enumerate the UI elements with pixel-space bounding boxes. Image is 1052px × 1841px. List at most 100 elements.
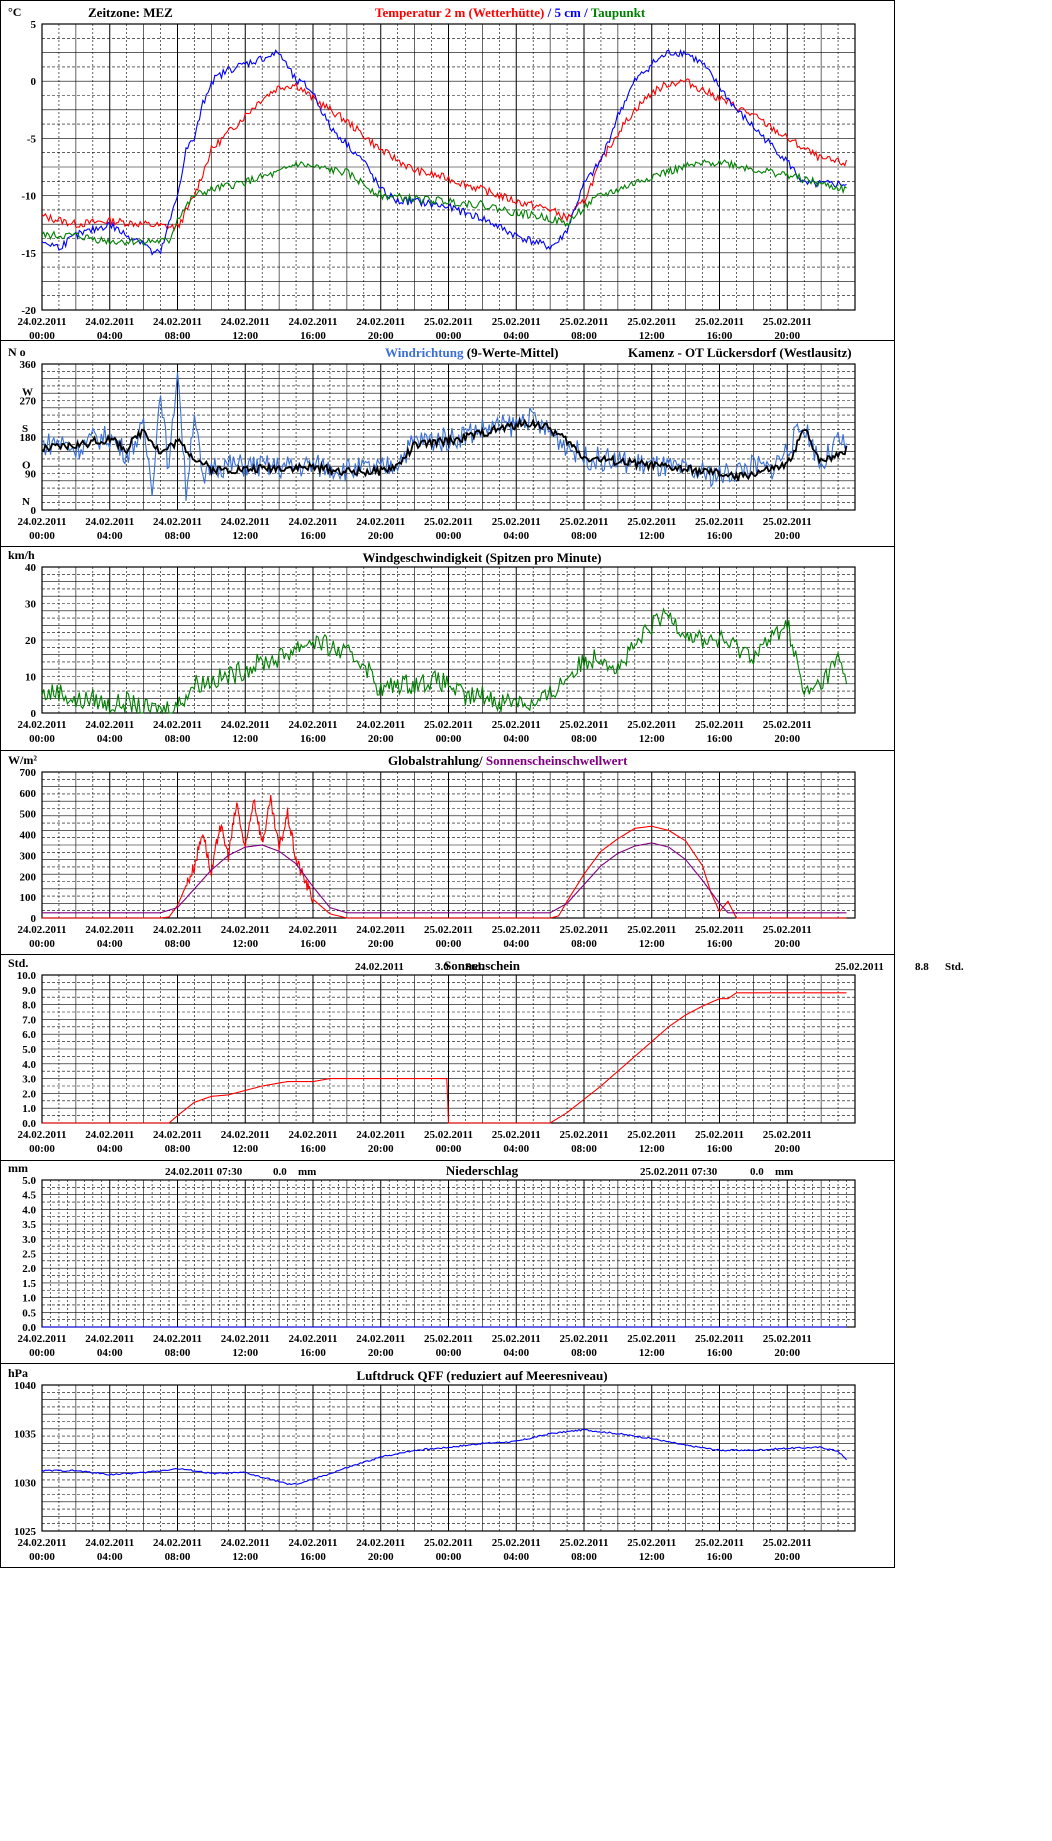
x-tick-date: 24.02.2011 xyxy=(153,1129,202,1141)
x-tick-time: 00:00 xyxy=(436,1143,462,1155)
chart-wind_speed: 40 30 20 10 0 km/h 24.02.2011 00:00 24.02.2011 04… xyxy=(0,546,895,745)
x-tick-date: 24.02.2011 xyxy=(85,1537,134,1549)
x-tick-time: 12:00 xyxy=(639,938,665,950)
x-tick-time: 00:00 xyxy=(436,530,462,542)
x-tick-date: 25.02.2011 xyxy=(763,316,812,328)
x-tick-date: 25.02.2011 xyxy=(424,516,473,528)
x-tick-time: 00:00 xyxy=(436,1347,462,1359)
x-tick-date: 25.02.2011 xyxy=(492,719,541,731)
x-tick-time: 20:00 xyxy=(368,733,394,745)
chart-title-part: Temperatur 2 m (Wetterhütte) xyxy=(375,5,544,20)
x-tick-date: 25.02.2011 xyxy=(424,1129,473,1141)
x-tick-date: 25.02.2011 xyxy=(695,719,744,731)
x-tick-time: 20:00 xyxy=(774,1143,800,1155)
x-tick-time: 16:00 xyxy=(300,1551,326,1563)
x-tick-date: 25.02.2011 xyxy=(695,516,744,528)
x-tick-time: 00:00 xyxy=(436,1551,462,1563)
y-tick-label: 2.0 xyxy=(22,1263,36,1275)
x-tick-time: 16:00 xyxy=(300,530,326,542)
x-tick-date: 24.02.2011 xyxy=(356,1129,405,1141)
summary-unit: Std. xyxy=(945,961,964,973)
x-tick-date: 25.02.2011 xyxy=(627,1129,676,1141)
x-tick-date: 25.02.2011 xyxy=(695,924,744,936)
x-tick-date: 25.02.2011 xyxy=(424,719,473,731)
x-tick-date: 25.02.2011 xyxy=(424,316,473,328)
station-label: Kamenz - OT Lückersdorf (Westlausitz) xyxy=(628,345,852,360)
x-tick-time: 00:00 xyxy=(436,733,462,745)
x-tick-date: 25.02.2011 xyxy=(424,924,473,936)
x-tick-date: 24.02.2011 xyxy=(289,1537,338,1549)
y-tick-label: 400 xyxy=(20,830,37,842)
x-tick-date: 25.02.2011 xyxy=(763,1333,812,1345)
y-tick-label: 1025 xyxy=(14,1526,37,1538)
chart-title: Temperatur 2 m (Wetterhütte) / 5 cm / Ta… xyxy=(375,5,646,20)
y-tick-label: 2.5 xyxy=(22,1249,36,1261)
x-tick-time: 16:00 xyxy=(707,733,733,745)
y-tick-label: 7.0 xyxy=(22,1014,36,1026)
chart-title-part: Taupunkt xyxy=(591,5,646,20)
x-tick-time: 00:00 xyxy=(29,733,55,745)
x-tick-time: 04:00 xyxy=(97,1551,123,1563)
x-tick-time: 16:00 xyxy=(300,330,326,342)
chart-title-part: Sonnenscheinschwellwert xyxy=(486,753,628,768)
x-tick-time: 08:00 xyxy=(571,1143,597,1155)
y-tick-label: 0.0 xyxy=(22,1322,36,1334)
y-tick-label: -20 xyxy=(21,305,36,317)
summary-unit: mm xyxy=(298,1166,316,1178)
plot-frame xyxy=(41,23,856,311)
x-tick-date: 24.02.2011 xyxy=(153,1537,202,1549)
x-tick-time: 08:00 xyxy=(571,1551,597,1563)
x-tick-date: 25.02.2011 xyxy=(627,1537,676,1549)
x-tick-time: 16:00 xyxy=(300,1143,326,1155)
x-tick-time: 16:00 xyxy=(707,1551,733,1563)
y-unit-label: W/m² xyxy=(8,753,37,767)
x-tick-time: 00:00 xyxy=(29,330,55,342)
y-tick-label: 40 xyxy=(25,562,37,574)
x-tick-time: 04:00 xyxy=(503,1551,529,1563)
x-tick-date: 25.02.2011 xyxy=(695,1333,744,1345)
y-tick-label: 3.0 xyxy=(22,1234,36,1246)
x-tick-date: 25.02.2011 xyxy=(695,316,744,328)
summary-date: 25.02.2011 07:30 xyxy=(640,1166,718,1178)
x-tick-time: 04:00 xyxy=(97,1143,123,1155)
y-tick-label: 1035 xyxy=(14,1429,37,1441)
x-tick-time: 04:00 xyxy=(503,330,529,342)
x-tick-time: 00:00 xyxy=(436,938,462,950)
x-tick-date: 24.02.2011 xyxy=(356,316,405,328)
x-tick-time: 04:00 xyxy=(503,733,529,745)
chart-title: Luftdruck QFF (reduziert auf Meeresnivea… xyxy=(356,1368,607,1383)
x-tick-time: 16:00 xyxy=(707,530,733,542)
y-tick-label: 1.0 xyxy=(22,1293,36,1305)
x-tick-time: 12:00 xyxy=(232,1551,258,1563)
plot-frame xyxy=(41,566,856,714)
x-tick-date: 24.02.2011 xyxy=(221,924,270,936)
chart-title-part: Globalstrahlung/ xyxy=(388,753,486,768)
x-tick-date: 25.02.2011 xyxy=(560,719,609,731)
x-tick-time: 08:00 xyxy=(571,330,597,342)
chart-title-part: / xyxy=(544,5,554,20)
x-tick-time: 16:00 xyxy=(300,938,326,950)
y-tick-label: 0 xyxy=(31,913,37,925)
x-tick-time: 08:00 xyxy=(165,530,191,542)
x-tick-date: 25.02.2011 xyxy=(763,924,812,936)
x-tick-time: 16:00 xyxy=(707,330,733,342)
chart-title-part: Windrichtung xyxy=(385,345,464,360)
plot-frame xyxy=(41,363,856,511)
y-tick-label: 3.0 xyxy=(22,1074,36,1086)
y-tick-label: 300 xyxy=(20,850,37,862)
chart-sunshine: 10.0 9.0 8.0 7.0 6.0 5.0 4.0 3.0 2.0 1.0 0.0 Std. 24… xyxy=(0,954,964,1155)
x-tick-date: 25.02.2011 xyxy=(627,516,676,528)
series-line-globalstrahlung xyxy=(42,794,847,919)
x-tick-date: 25.02.2011 xyxy=(560,924,609,936)
x-tick-time: 20:00 xyxy=(368,330,394,342)
x-tick-time: 12:00 xyxy=(232,733,258,745)
x-tick-date: 24.02.2011 xyxy=(18,1537,67,1549)
x-tick-time: 04:00 xyxy=(97,733,123,745)
x-tick-date: 24.02.2011 xyxy=(289,1333,338,1345)
x-tick-time: 16:00 xyxy=(300,1347,326,1359)
summary-date: 24.02.2011 xyxy=(355,961,404,973)
y-tick-label: 10 xyxy=(25,672,37,684)
series-line-sonnenscheinschwellwert xyxy=(42,842,847,914)
x-tick-date: 24.02.2011 xyxy=(221,719,270,731)
